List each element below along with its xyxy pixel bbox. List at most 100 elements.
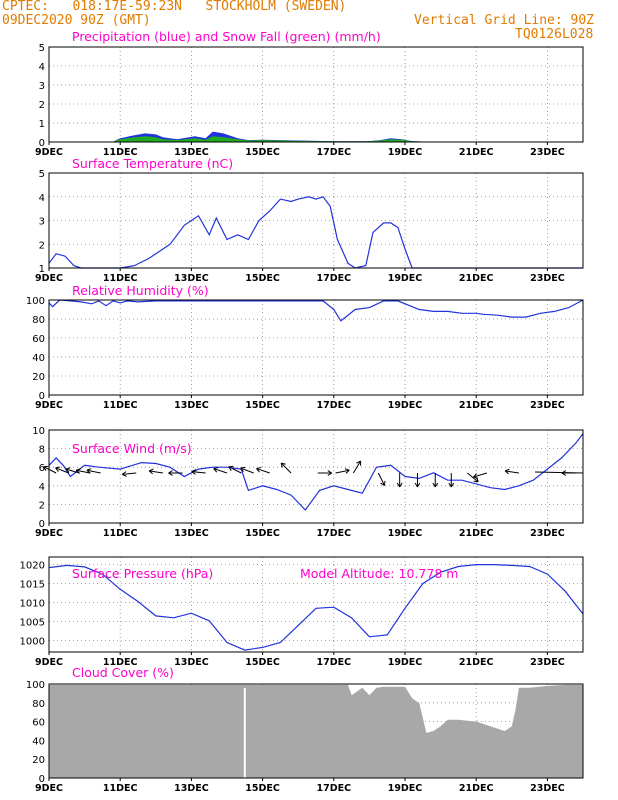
x-tick-label: 17DEC <box>317 273 352 284</box>
wind-arrow <box>86 469 101 474</box>
wind-arrow-head <box>414 482 421 488</box>
y-tick-label: 0 <box>39 391 45 402</box>
wind-arrow-head <box>86 468 92 474</box>
y-tick-label: 40 <box>32 736 45 747</box>
wind-arrow-head <box>191 469 197 475</box>
y-tick-label: 60 <box>32 718 45 729</box>
y-tick-label: 1005 <box>20 618 45 629</box>
series-line-4 <box>48 564 584 651</box>
product-code: TQ0126L028 <box>515 27 594 42</box>
x-tick-label: 17DEC <box>317 528 352 539</box>
wind-arrow-head <box>504 468 510 475</box>
run-date: 09DEC2020 90Z (GMT) <box>2 13 151 28</box>
x-tick-label: 15DEC <box>245 783 280 794</box>
x-tick-label: 21DEC <box>459 147 494 158</box>
wind-arrow <box>280 462 292 474</box>
precip-area-blue <box>49 131 583 142</box>
wind-arrow <box>55 467 69 474</box>
y-tick-label: 4 <box>39 62 45 73</box>
panel-subtitle: Model Altitude: 10.778 m <box>300 566 458 581</box>
y-tick-label: 3 <box>39 81 45 92</box>
y-tick-label: 100 <box>26 296 45 307</box>
x-tick-label: 9DEC <box>35 657 63 668</box>
panel-title: Relative Humidity (%) <box>72 283 209 298</box>
x-tick-label: 21DEC <box>459 783 494 794</box>
panel-frame <box>48 429 584 524</box>
y-tick-label: 8 <box>39 445 45 456</box>
x-tick-label: 19DEC <box>388 273 423 284</box>
cloud-cover-area <box>49 684 583 778</box>
wind-arrow <box>240 467 254 474</box>
wind-arrow-head <box>213 467 219 473</box>
x-tick-label: 9DEC <box>35 273 63 284</box>
y-tick-label: 6 <box>39 463 45 474</box>
panel-frame <box>48 683 584 779</box>
wind-arrow <box>335 469 350 474</box>
series-line-3 <box>48 433 584 511</box>
panel-frame <box>48 556 584 653</box>
y-tick-label: 2 <box>39 240 45 251</box>
x-tick-label: 23DEC <box>530 273 565 284</box>
y-tick-label: 1010 <box>20 599 45 610</box>
x-tick-label: 9DEC <box>35 147 63 158</box>
wind-arrow-head <box>228 465 234 471</box>
wind-arrow <box>352 460 362 474</box>
y-tick-label: 1 <box>39 119 45 130</box>
x-tick-label: 11DEC <box>103 147 138 158</box>
y-tick-label: 4 <box>39 193 45 204</box>
x-tick-label: 23DEC <box>530 657 565 668</box>
x-tick-label: 11DEC <box>103 657 138 668</box>
wind-arrow-head <box>344 468 350 474</box>
y-tick-label: 2 <box>39 100 45 111</box>
y-tick-label: 80 <box>32 315 45 326</box>
panel-title: Cloud Cover (%) <box>72 665 174 680</box>
wind-arrow-head <box>448 482 455 488</box>
y-tick-label: 10 <box>32 426 45 437</box>
wind-arrow <box>466 472 479 483</box>
panel-frame <box>48 46 584 143</box>
wind-arrow <box>505 470 519 474</box>
vertical-grid-note: Vertical Grid Line: 90Z <box>414 13 595 28</box>
panel-frame <box>48 172 584 269</box>
y-tick-label: 60 <box>32 334 45 345</box>
y-tick-label: 1020 <box>20 561 45 572</box>
x-tick-label: 15DEC <box>245 147 280 158</box>
x-tick-label: 9DEC <box>35 783 63 794</box>
wind-arrow <box>534 471 584 474</box>
wind-arrow-head <box>327 470 333 476</box>
wind-arrow <box>191 471 206 474</box>
y-tick-label: 100 <box>26 680 45 691</box>
x-tick-label: 15DEC <box>245 528 280 539</box>
x-tick-label: 11DEC <box>103 273 138 284</box>
x-tick-label: 15DEC <box>245 400 280 411</box>
wind-arrow-head <box>280 462 286 468</box>
y-tick-label: 1 <box>39 264 45 275</box>
wind-arrow <box>65 468 80 474</box>
wind-arrow <box>377 472 386 486</box>
wind-arrow <box>76 469 91 474</box>
y-tick-label: 40 <box>32 353 45 364</box>
y-tick-label: 0 <box>39 774 45 785</box>
station-header: CPTEC: 018:17E-59:23N STOCKHOLM (SWEDEN) <box>2 0 347 14</box>
wind-arrow-head <box>55 466 61 472</box>
wind-arrow-head <box>240 466 246 473</box>
series-line-1 <box>48 196 583 269</box>
x-tick-label: 21DEC <box>459 528 494 539</box>
x-tick-label: 15DEC <box>245 657 280 668</box>
x-tick-label: 21DEC <box>459 657 494 668</box>
wind-arrow-head <box>396 482 403 488</box>
x-tick-label: 13DEC <box>174 657 209 668</box>
x-tick-label: 21DEC <box>459 273 494 284</box>
y-tick-label: 0 <box>39 138 45 149</box>
wind-arrow-head <box>256 467 262 473</box>
wind-arrow-head <box>75 468 81 474</box>
x-tick-label: 17DEC <box>317 783 352 794</box>
x-tick-label: 11DEC <box>103 400 138 411</box>
x-tick-label: 23DEC <box>530 400 565 411</box>
wind-arrow <box>213 468 228 474</box>
x-tick-label: 11DEC <box>103 528 138 539</box>
panel-frame <box>48 299 584 396</box>
wind-arrow-head <box>356 460 362 466</box>
series-line-2 <box>48 299 584 322</box>
